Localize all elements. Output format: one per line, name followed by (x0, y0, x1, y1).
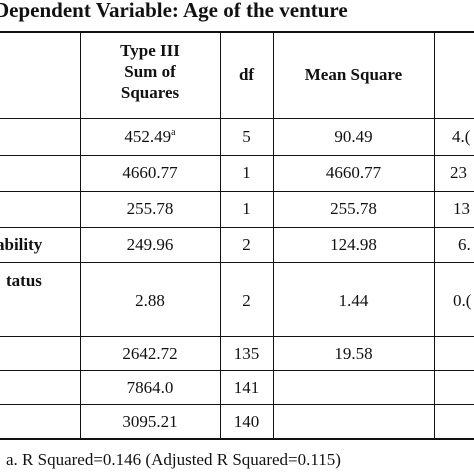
cell-df: 5 (242, 127, 251, 146)
col-divider (220, 31, 221, 439)
footnote-marker: a (171, 127, 176, 138)
header-mean-square: Mean Square (304, 65, 403, 84)
cell-sum-of-squares: 2642.72 (122, 344, 178, 363)
rule-bottom (0, 438, 474, 440)
cell-sum-of-squares: 452.49a (80, 126, 220, 147)
col-divider (273, 31, 274, 439)
row-source-label: tatus (6, 271, 42, 290)
table-footnote: a. R Squared=0.146 (Adjusted R Squared=0… (6, 450, 341, 469)
cell-mean-square: 255.78 (330, 199, 377, 218)
cell-df: 1 (242, 199, 251, 218)
rule-row (0, 227, 474, 228)
rule-header-bottom (0, 118, 474, 119)
cell-sum-of-squares: 255.78 (126, 199, 174, 218)
header-line: Sum of (124, 62, 176, 81)
cell-sum-of-squares: 7864.0 (126, 378, 174, 397)
cell-f: 0.( (453, 291, 472, 310)
cell-df: 141 (233, 378, 260, 397)
cell-df: 1 (242, 163, 251, 182)
row-source-label: ability (0, 235, 43, 254)
cell-sum-of-squares: 2.88 (135, 291, 165, 310)
header-line: Type III (120, 41, 180, 60)
cell-f: 23 (450, 163, 467, 182)
cell-mean-square: 90.49 (334, 127, 373, 146)
rule-row (0, 155, 474, 156)
cell-df: 2 (242, 235, 251, 254)
col-divider (434, 31, 435, 439)
cell-df: 140 (233, 412, 260, 431)
cell-sum-of-squares: 4660.77 (122, 163, 178, 182)
rule-top (0, 31, 474, 33)
header-df: df (238, 65, 255, 84)
cell-mean-square: 19.58 (334, 344, 373, 363)
ss-value: 452.49 (124, 127, 172, 146)
cell-mean-square: 124.98 (330, 235, 377, 254)
rule-row (0, 262, 474, 263)
col-divider (80, 31, 81, 439)
cell-mean-square: 1.44 (338, 291, 369, 310)
cell-sum-of-squares: 249.96 (126, 235, 174, 254)
rule-row (0, 370, 474, 371)
header-line: Squares (120, 83, 180, 102)
header-sum-of-squares: Type III Sum of Squares (80, 40, 220, 103)
table-title: Dependent Variable: Age of the venture (0, 0, 348, 22)
rule-row (0, 336, 474, 337)
cell-f: 6. (458, 235, 471, 254)
cell-f: 13 (453, 199, 470, 218)
rule-row (0, 191, 474, 192)
cell-mean-square: 4660.77 (325, 163, 382, 182)
cell-df: 2 (242, 291, 251, 310)
cell-f: 4.( (452, 127, 471, 146)
rule-row (0, 404, 474, 405)
cell-sum-of-squares: 3095.21 (122, 412, 178, 431)
cell-df: 135 (233, 344, 260, 363)
